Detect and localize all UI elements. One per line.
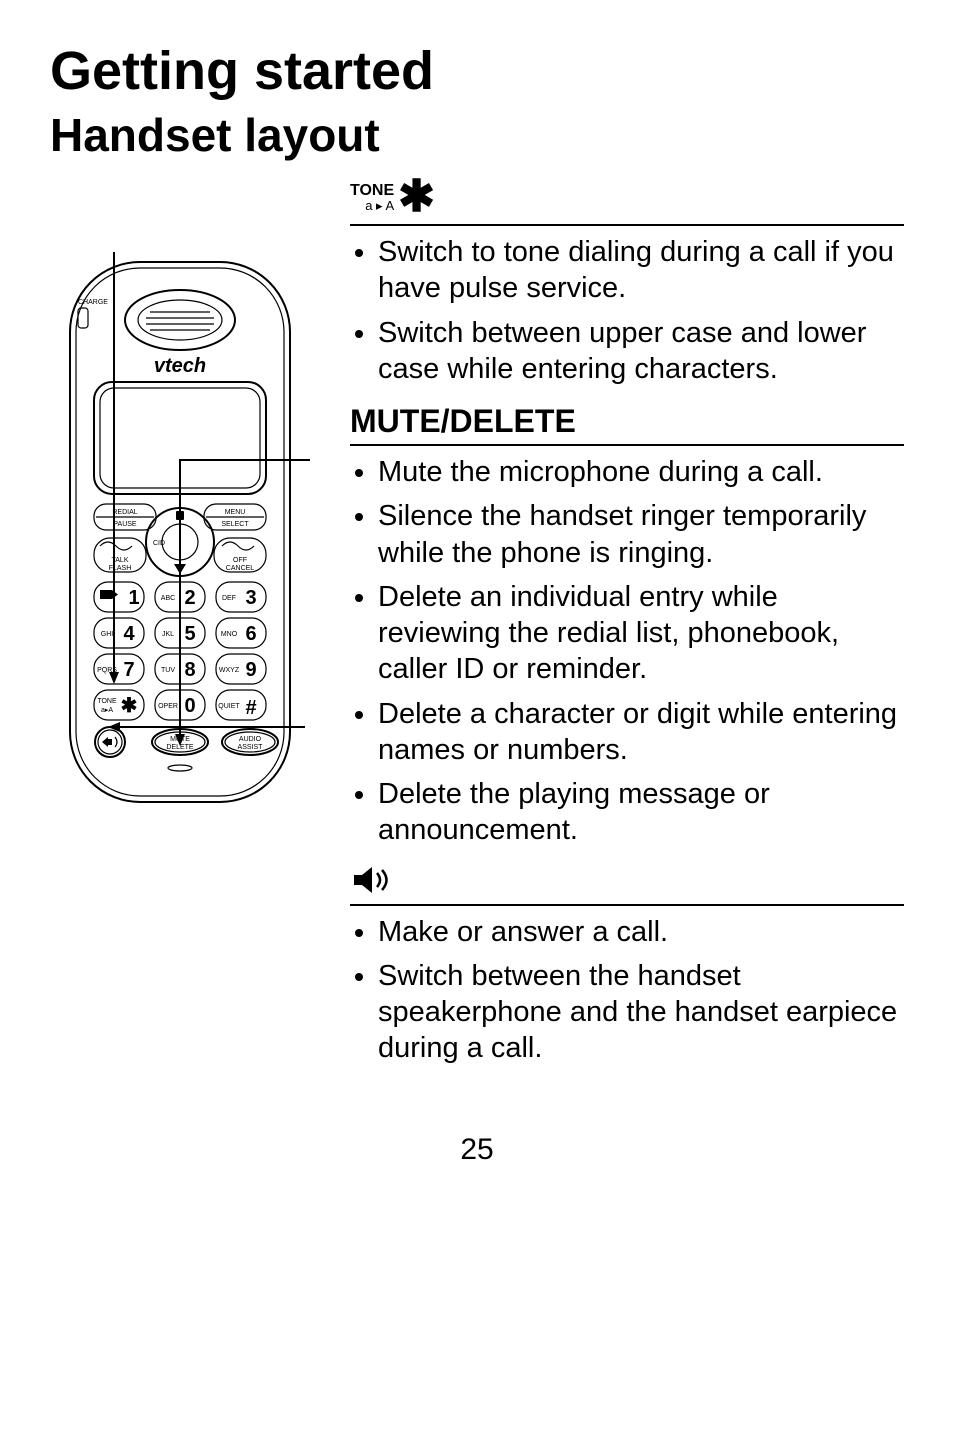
svg-text:TALK: TALK (112, 557, 129, 564)
svg-text:ABC: ABC (161, 595, 175, 602)
svg-text:4: 4 (123, 623, 135, 645)
section-divider (350, 224, 904, 226)
list-item: Delete a character or digit while enteri… (378, 696, 904, 769)
svg-text:CANCEL: CANCEL (226, 565, 255, 572)
section-divider (350, 904, 904, 906)
svg-text:WXYZ: WXYZ (219, 667, 240, 674)
svg-text:PAUSE: PAUSE (113, 521, 137, 528)
list-item: Switch between the handset speakerphone … (378, 958, 904, 1067)
svg-text:MENU: MENU (225, 509, 246, 516)
svg-text:MNO: MNO (221, 631, 238, 638)
section-divider (350, 444, 904, 446)
svg-text:6: 6 (245, 623, 256, 645)
svg-text:✱: ✱ (121, 695, 138, 717)
svg-text:CID: CID (153, 540, 165, 547)
tone-bottom-text: a ▸ A (350, 199, 394, 212)
svg-text:QUIET: QUIET (218, 703, 240, 710)
svg-text:3: 3 (245, 587, 256, 609)
svg-text:TONE: TONE (97, 698, 117, 705)
svg-text:OFF: OFF (233, 557, 247, 564)
svg-text:7: 7 (123, 659, 134, 681)
star-icon: ✱ (398, 184, 435, 210)
svg-text:8: 8 (184, 659, 195, 681)
list-item: Switch between upper case and lower case… (378, 315, 904, 388)
list-item: Switch to tone dialing during a call if … (378, 234, 904, 307)
mute-delete-heading: MUTE/DELETE (350, 403, 904, 440)
list-item: Make or answer a call. (378, 914, 904, 950)
svg-text:#: # (245, 697, 256, 719)
svg-text:PQRS: PQRS (97, 667, 117, 674)
page-subtitle: Handset layout (50, 108, 904, 162)
tone-bullets: Switch to tone dialing during a call if … (350, 234, 904, 387)
svg-text:1: 1 (128, 587, 139, 609)
list-item: Delete an individual entry while reviewi… (378, 579, 904, 688)
speaker-icon (350, 865, 394, 895)
page-title: Getting started (50, 40, 904, 102)
svg-text:2: 2 (184, 587, 195, 609)
svg-text:MUTE: MUTE (170, 736, 190, 743)
speaker-bullets: Make or answer a call. Switch between th… (350, 914, 904, 1067)
svg-text:REDIAL: REDIAL (112, 509, 137, 516)
svg-text:GHI: GHI (101, 631, 114, 638)
svg-text:5: 5 (184, 623, 195, 645)
svg-text:0: 0 (184, 695, 195, 717)
handset-diagram: CHARGE vtech REDIAL PAUSE (50, 182, 340, 817)
svg-text:TUV: TUV (161, 667, 175, 674)
svg-text:DELETE: DELETE (166, 744, 194, 751)
svg-text:a▸A: a▸A (101, 707, 113, 714)
charge-label: CHARGE (78, 299, 108, 306)
tone-key-label: TONE a ▸ A ✱ (350, 183, 435, 212)
svg-text:ASSIST: ASSIST (238, 744, 264, 751)
svg-text:AUDIO: AUDIO (239, 736, 262, 743)
list-item: Silence the handset ringer temporarily w… (378, 498, 904, 571)
svg-text:SELECT: SELECT (221, 521, 249, 528)
list-item: Delete the playing message or announceme… (378, 776, 904, 849)
mute-delete-bullets: Mute the microphone during a call. Silen… (350, 454, 904, 849)
tone-top-text: TONE (350, 183, 394, 199)
svg-text:OPER: OPER (158, 703, 178, 710)
svg-text:FLASH: FLASH (109, 565, 132, 572)
page-number: 25 (50, 1133, 904, 1167)
svg-text:DEF: DEF (222, 595, 236, 602)
brand-label: vtech (154, 355, 206, 377)
list-item: Mute the microphone during a call. (378, 454, 904, 490)
svg-text:JKL: JKL (162, 631, 174, 638)
svg-text:9: 9 (245, 659, 256, 681)
